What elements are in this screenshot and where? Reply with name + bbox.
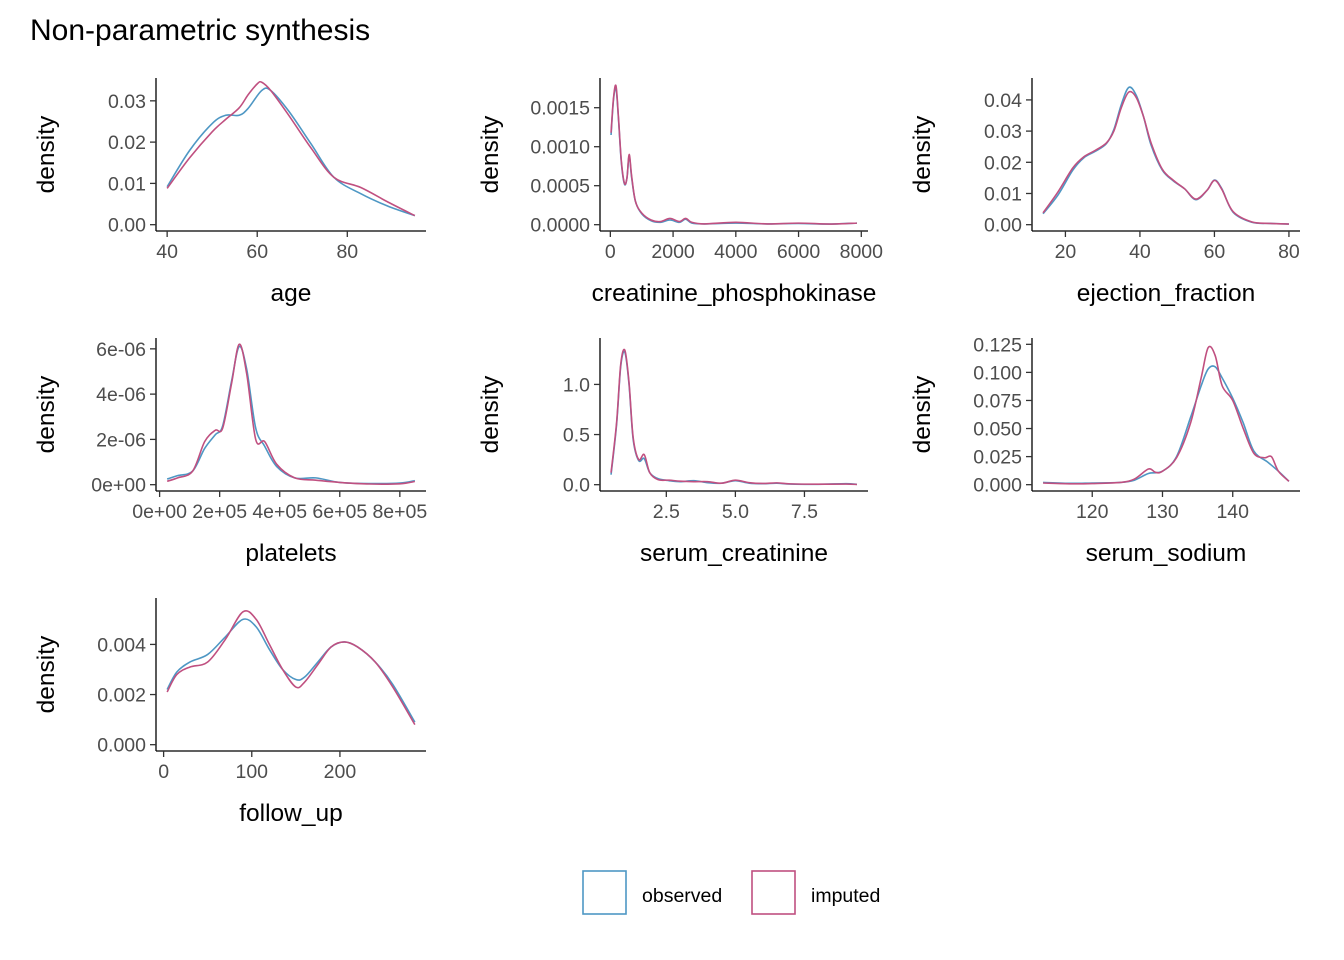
series-line-imputed bbox=[1042, 90, 1289, 225]
x-axis-label: follow_up bbox=[239, 800, 343, 827]
y-tick-label: 0.02 bbox=[984, 152, 1022, 174]
series-line-imputed bbox=[166, 343, 415, 485]
x-tick-label: 20 bbox=[1055, 241, 1077, 263]
y-tick-label: 0.0000 bbox=[530, 215, 590, 237]
y-tick-label: 0.04 bbox=[984, 90, 1022, 112]
x-tick-label: 8e+05 bbox=[372, 501, 427, 523]
series-line-imputed bbox=[1043, 345, 1290, 485]
x-tick-label: 0 bbox=[605, 241, 616, 263]
legend-label-observed: observed bbox=[642, 885, 722, 907]
legend-key-observed bbox=[582, 870, 627, 915]
x-tick-label: 2e+05 bbox=[192, 501, 247, 523]
y-axis-label: density bbox=[477, 115, 504, 193]
legend-label-imputed: imputed bbox=[811, 885, 880, 907]
y-tick-label: 0.002 bbox=[97, 685, 146, 707]
y-axis-label: density bbox=[33, 635, 60, 713]
y-tick-label: 0.03 bbox=[108, 91, 146, 113]
y-tick-label: 6e-06 bbox=[96, 339, 146, 361]
panel-platelets: 0e+00 2e+05 4e+05 6e+05 8e+050e+002e-064e-06… bbox=[33, 338, 427, 567]
x-tick-label: 2000 bbox=[651, 241, 695, 263]
y-axis-label: density bbox=[33, 115, 60, 193]
y-tick-label: 0.0010 bbox=[530, 137, 590, 159]
x-tick-label: 4000 bbox=[714, 241, 758, 263]
x-tick-label: 7.5 bbox=[791, 501, 818, 523]
y-tick-label: 0.0005 bbox=[530, 176, 590, 198]
y-tick-label: 0.000 bbox=[97, 735, 146, 757]
y-tick-label: 0.100 bbox=[973, 362, 1022, 384]
x-tick-label: 60 bbox=[246, 241, 268, 263]
series-line-imputed bbox=[610, 348, 857, 486]
x-tick-label: 8000 bbox=[840, 241, 884, 263]
series-line-imputed bbox=[166, 610, 416, 726]
x-tick-label: 120 bbox=[1076, 501, 1109, 523]
x-tick-label: 6000 bbox=[777, 241, 821, 263]
y-axis-label: density bbox=[909, 115, 936, 193]
y-axis-label: density bbox=[909, 375, 936, 453]
x-tick-label: 80 bbox=[336, 241, 358, 263]
x-axis-label: ejection_fraction bbox=[1077, 280, 1255, 307]
y-tick-label: 0.03 bbox=[984, 121, 1022, 143]
x-tick-label: 4e+05 bbox=[252, 501, 307, 523]
x-tick-label: 130 bbox=[1146, 501, 1179, 523]
x-tick-label: 40 bbox=[156, 241, 178, 263]
x-tick-label: 100 bbox=[235, 761, 268, 783]
x-axis-label: serum_creatinine bbox=[640, 540, 828, 567]
panel-age: 40 60 80 0.00 0.01 0.02 0.03 age density bbox=[33, 78, 426, 307]
y-axis-label: density bbox=[33, 375, 60, 453]
x-tick-label: 5.0 bbox=[722, 501, 749, 523]
x-tick-label: 0e+00 bbox=[132, 501, 187, 523]
y-tick-label: 4e-06 bbox=[96, 384, 146, 406]
legend: observed imputed bbox=[582, 870, 880, 915]
x-axis-label: creatinine_phosphokinase bbox=[592, 280, 877, 307]
y-tick-label: 0.02 bbox=[108, 132, 146, 154]
y-tick-label: 0.5 bbox=[563, 425, 590, 447]
panel-serum_creatinine: 2.5 5.0 7.5 0.0 0.5 1.0 serum_creatinine densit… bbox=[477, 338, 868, 567]
y-tick-label: 0.025 bbox=[973, 447, 1022, 469]
y-tick-label: 0.050 bbox=[973, 419, 1022, 441]
panel-follow_up: 0 100 200 0.000 0.002 0.004 follow_up density bbox=[33, 598, 426, 827]
x-tick-label: 60 bbox=[1204, 241, 1226, 263]
x-tick-label: 2.5 bbox=[653, 501, 680, 523]
x-tick-label: 6e+05 bbox=[312, 501, 367, 523]
y-tick-label: 0.075 bbox=[973, 390, 1022, 412]
series-line-imputed bbox=[610, 84, 857, 225]
legend-key-imputed bbox=[751, 870, 796, 915]
x-axis-label: age bbox=[271, 280, 312, 307]
y-tick-label: 0.0 bbox=[563, 475, 590, 497]
y-tick-label: 0.125 bbox=[973, 334, 1022, 356]
chart-title: Non-parametric synthesis bbox=[30, 14, 370, 47]
y-axis-label: density bbox=[477, 375, 504, 453]
y-tick-label: 0.01 bbox=[108, 173, 146, 195]
y-tick-label: 2e-06 bbox=[96, 429, 146, 451]
x-tick-label: 200 bbox=[324, 761, 357, 783]
y-tick-label: 0.000 bbox=[973, 475, 1022, 497]
y-tick-label: 0.0015 bbox=[530, 98, 590, 120]
x-tick-label: 80 bbox=[1278, 241, 1300, 263]
y-tick-label: 1.0 bbox=[563, 374, 590, 396]
x-tick-label: 140 bbox=[1216, 501, 1249, 523]
y-tick-label: 0.00 bbox=[984, 215, 1022, 237]
y-tick-label: 0e+00 bbox=[91, 475, 146, 497]
series-line-observed bbox=[166, 87, 416, 217]
panel-ejection_fraction: 20 40 60 80 0.00 0.01 0.02 0.03 0.04 ejection_fra… bbox=[909, 78, 1300, 307]
x-axis-label: platelets bbox=[245, 540, 336, 567]
panel-serum_sodium: 120 130 140 0.000 0.025 0.050 0.075 0.100 0.125 s… bbox=[909, 334, 1300, 567]
x-axis-label: serum_sodium bbox=[1086, 540, 1247, 567]
x-tick-label: 0 bbox=[158, 761, 169, 783]
y-tick-label: 0.00 bbox=[108, 215, 146, 237]
y-tick-label: 0.01 bbox=[984, 183, 1022, 205]
panel-creatinine_phosphokinase: 0 2000 4000 6000 8000 0.0000 0.0005 0.0010 0.001… bbox=[477, 78, 883, 307]
series-line-imputed bbox=[166, 80, 416, 217]
x-tick-label: 40 bbox=[1129, 241, 1151, 263]
y-tick-label: 0.004 bbox=[97, 634, 146, 656]
